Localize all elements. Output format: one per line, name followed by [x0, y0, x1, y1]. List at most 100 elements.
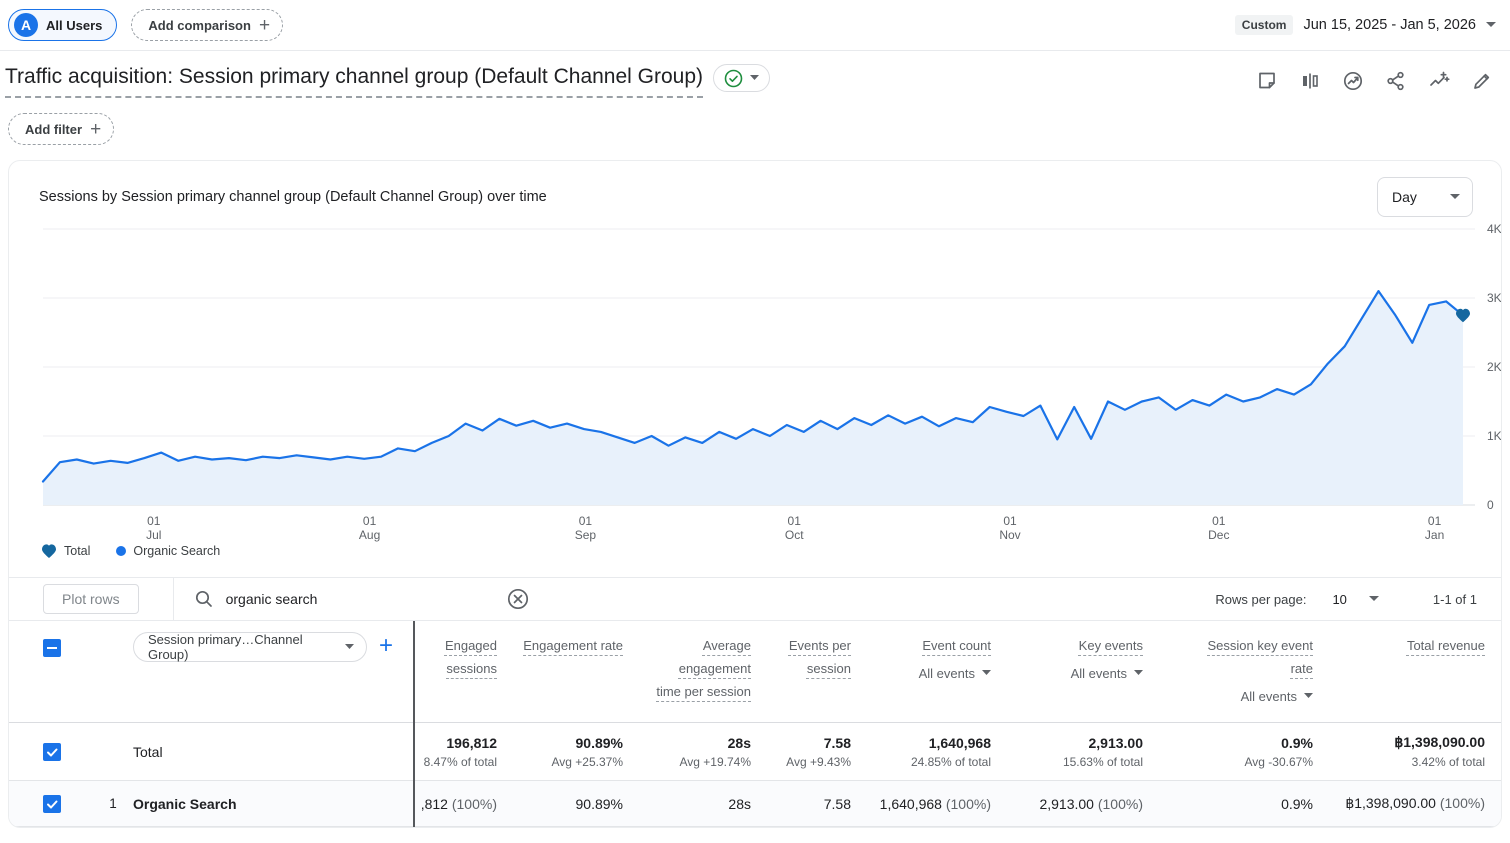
comparison-icon[interactable]	[1298, 69, 1322, 93]
pagination-range: 1-1 of 1	[1432, 591, 1477, 607]
column-header-key-events[interactable]: Key events	[1078, 638, 1143, 653]
svg-text:4K: 4K	[1487, 222, 1502, 236]
audience-chip-all-users[interactable]: A All Users	[8, 9, 118, 41]
legend-label: Organic Search	[133, 544, 221, 558]
page-title[interactable]: Traffic acquisition: Session primary cha…	[5, 65, 704, 98]
sparkline-insights-icon[interactable]	[1427, 69, 1451, 93]
top-bar: A All Users Add comparison + Custom Jun …	[0, 0, 1510, 51]
cell-value: 1,640,968	[879, 795, 942, 812]
svg-text:0: 0	[1487, 498, 1494, 512]
filter-bar: Add filter +	[0, 105, 1510, 145]
add-comparison-button[interactable]: Add comparison +	[131, 9, 284, 41]
svg-text:Oct: Oct	[785, 528, 804, 542]
search-icon	[195, 590, 212, 607]
column-header-events-per-session[interactable]: Events per session	[788, 638, 851, 676]
select-all-checkbox[interactable]	[43, 639, 61, 657]
table-total-row: Total 196,812 8.47% of total 90.89% Avg +2…	[9, 723, 1501, 781]
legend-item-organic-search[interactable]: Organic Search	[116, 544, 220, 558]
frozen-column-divider[interactable]	[413, 621, 415, 827]
granularity-select[interactable]: Day	[1377, 177, 1473, 217]
cell-pct: (100%)	[447, 795, 497, 812]
report-header: Traffic acquisition: Session primary cha…	[0, 57, 1510, 105]
report-status-pill[interactable]	[713, 64, 771, 92]
svg-text:01: 01	[788, 514, 802, 528]
event-count-filter-select[interactable]: All events	[857, 666, 991, 681]
insights-icon[interactable]	[1341, 69, 1365, 93]
chevron-down-icon	[1134, 670, 1143, 676]
add-comparison-label: Add comparison	[148, 17, 251, 33]
rows-per-page-label: Rows per page:	[1215, 591, 1307, 607]
share-icon[interactable]	[1384, 69, 1408, 93]
total-events-per-session-sub: Avg +9.43%	[786, 754, 851, 769]
key-events-filter-select[interactable]: All events	[997, 666, 1143, 681]
column-header-event-count[interactable]: Event count	[922, 638, 991, 653]
report-card: Sessions by Session primary channel grou…	[8, 160, 1502, 828]
table-toolbar: Plot rows Rows per page: 10 1-1 of 1	[9, 577, 1501, 621]
cell-value: 28s	[728, 795, 751, 812]
total-events-per-session: 7.58	[823, 734, 851, 751]
svg-text:1K: 1K	[1487, 429, 1502, 443]
row-checkbox[interactable]	[43, 794, 61, 813]
chart-legend: Total Organic Search	[9, 543, 1501, 563]
total-avg-engagement-time: 28s	[727, 734, 751, 751]
svg-text:01: 01	[1428, 514, 1442, 528]
svg-text:Jul: Jul	[146, 528, 161, 542]
search-input[interactable]	[225, 591, 506, 607]
total-row-label: Total	[133, 743, 163, 760]
chart-title: Sessions by Session primary channel grou…	[39, 189, 547, 205]
add-dimension-button[interactable]: +	[379, 631, 394, 659]
svg-text:01: 01	[147, 514, 161, 528]
cell-pct: (100%)	[1093, 795, 1143, 812]
svg-text:Dec: Dec	[1208, 528, 1229, 542]
column-header-engagement-rate[interactable]: Engagement rate	[523, 638, 623, 653]
table-header-row: Session primary…Channel Group) + Engaged…	[9, 621, 1501, 723]
plus-icon: +	[90, 118, 102, 140]
column-header-session-key-event-rate[interactable]: Session key event rate	[1207, 638, 1313, 676]
chevron-down-icon	[345, 644, 354, 649]
plot-rows-button[interactable]: Plot rows	[43, 584, 139, 614]
column-header-engaged-sessions[interactable]: Engaged sessions	[444, 638, 497, 676]
row-index: 1	[109, 796, 117, 811]
svg-text:01: 01	[1003, 514, 1017, 528]
edit-icon[interactable]	[1470, 69, 1494, 93]
total-key-events: 2,913.00	[1088, 734, 1144, 751]
chevron-down-icon	[982, 670, 991, 676]
filter-value: All events	[1240, 688, 1297, 704]
filter-value: All events	[1070, 665, 1127, 681]
chevron-down-icon	[750, 75, 760, 80]
svg-text:01: 01	[363, 514, 377, 528]
cell-value: 2,913.00	[1039, 795, 1094, 812]
svg-text:2K: 2K	[1487, 360, 1502, 374]
sessions-line-chart[interactable]: 4K3K2K1K001Jul01Aug01Sep01Oct01Nov01Dec0…	[9, 217, 1502, 547]
check-circle-icon	[724, 69, 743, 87]
svg-text:01: 01	[1212, 514, 1226, 528]
total-row-checkbox[interactable]	[43, 742, 61, 761]
table-row-organic-search[interactable]: 1 Organic Search ,812 (100%) 90.89% 28s …	[9, 781, 1501, 827]
cell-value: 0.9%	[1281, 795, 1313, 812]
cell-value: 90.89%	[575, 795, 623, 812]
note-icon[interactable]	[1255, 69, 1279, 93]
legend-item-total[interactable]: Total	[41, 543, 90, 559]
filter-value: All events	[918, 665, 975, 681]
svg-text:Nov: Nov	[999, 528, 1020, 542]
data-table: Session primary…Channel Group) + Engaged…	[9, 621, 1501, 827]
dimension-selector[interactable]: Session primary…Channel Group)	[133, 632, 367, 662]
cell-pct: (100%)	[1435, 795, 1485, 811]
table-search	[194, 589, 506, 609]
rows-per-page-select[interactable]: 10	[1332, 592, 1379, 607]
add-filter-button[interactable]: Add filter +	[8, 113, 115, 145]
total-marker-icon	[42, 544, 56, 558]
total-engaged-sessions: 196,812	[446, 734, 497, 751]
column-header-avg-engagement-time[interactable]: Average engagement time per session	[656, 638, 751, 699]
session-key-event-rate-filter-select[interactable]: All events	[1199, 689, 1313, 704]
clear-search-icon[interactable]	[506, 587, 530, 611]
plus-icon: +	[258, 14, 271, 36]
add-filter-label: Add filter	[25, 121, 83, 137]
row-dimension-value[interactable]: Organic Search	[133, 795, 237, 812]
column-header-total-revenue[interactable]: Total revenue	[1406, 638, 1485, 653]
chevron-down-icon[interactable]	[1486, 22, 1496, 28]
total-revenue: ฿1,398,090.00	[1394, 734, 1485, 750]
date-range-value[interactable]: Jun 15, 2025 - Jan 5, 2026	[1303, 17, 1476, 33]
total-session-key-event-rate-sub: Avg -30.67%	[1244, 754, 1314, 769]
cell-value: 7.58	[823, 795, 851, 812]
